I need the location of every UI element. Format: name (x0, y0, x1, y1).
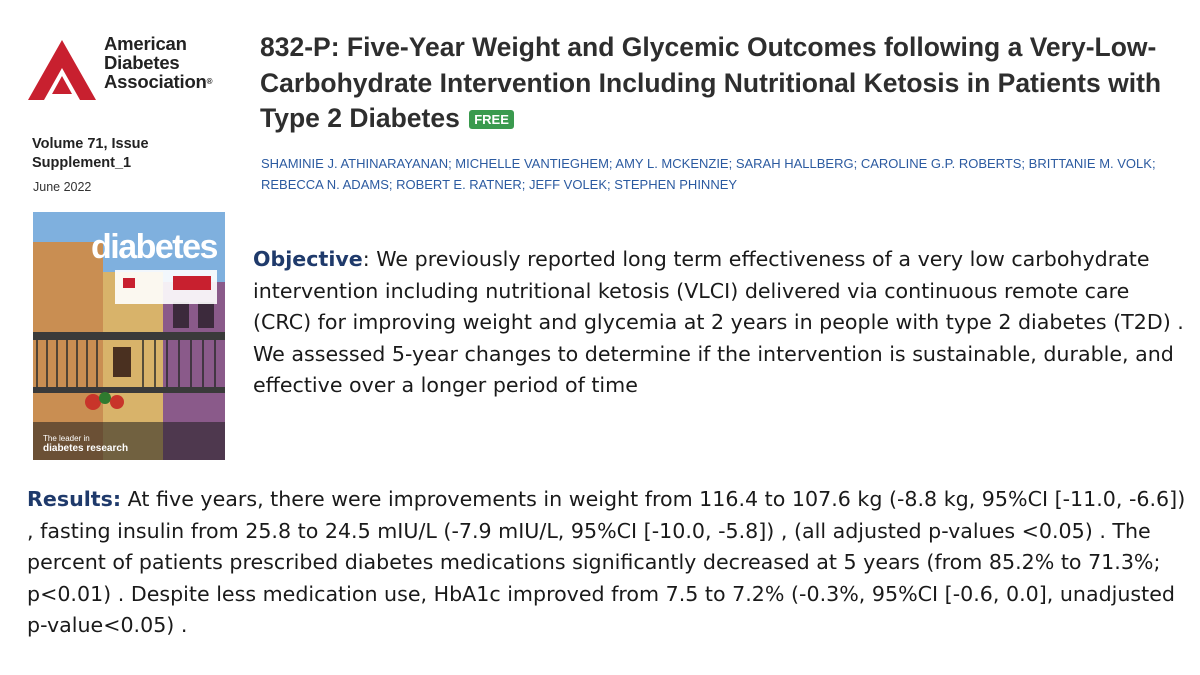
objective-label: Objective (253, 247, 363, 271)
issue-date: June 2022 (33, 180, 92, 194)
free-badge: FREE (469, 110, 514, 129)
ada-logo-text: American Diabetes Association® (104, 33, 213, 92)
results-text: At five years, there were improvements i… (27, 487, 1186, 637)
article-title-text: 832-P: Five-Year Weight and Glycemic Out… (260, 32, 1162, 133)
logo-line-2: Diabetes (104, 52, 180, 73)
cover-footer: The leader in diabetes research (43, 434, 128, 454)
logo-line-1: American (104, 33, 187, 54)
results-paragraph: Results: At five years, there were impro… (27, 484, 1192, 642)
ada-logo[interactable]: American Diabetes Association® (26, 34, 236, 104)
objective-text: : We previously reported long term effec… (253, 247, 1184, 397)
author-list[interactable]: SHAMINIE J. ATHINARAYANAN; MICHELLE VANT… (261, 156, 1156, 192)
results-label: Results: (27, 487, 122, 511)
registered-mark: ® (206, 77, 213, 86)
issue-volume-line-1: Volume 71, Issue (32, 136, 149, 152)
objective-paragraph: Objective: We previously reported long t… (253, 244, 1188, 402)
issue-volume-line-2: Supplement_1 (32, 155, 132, 171)
article-title[interactable]: 832-P: Five-Year Weight and Glycemic Out… (260, 30, 1180, 137)
cover-footer-line-1: The leader in (43, 434, 90, 443)
cover-title: diabetes (91, 228, 218, 266)
cover-artwork (33, 212, 225, 460)
cover-footer-line-2: diabetes research (43, 443, 129, 454)
issue-volume[interactable]: Volume 71, Issue Supplement_1 (32, 135, 149, 173)
logo-line-3: Association (104, 71, 207, 92)
ada-triangle-icon (28, 40, 96, 100)
journal-cover-image[interactable]: diabetes The leader in diabetes research (33, 212, 225, 460)
